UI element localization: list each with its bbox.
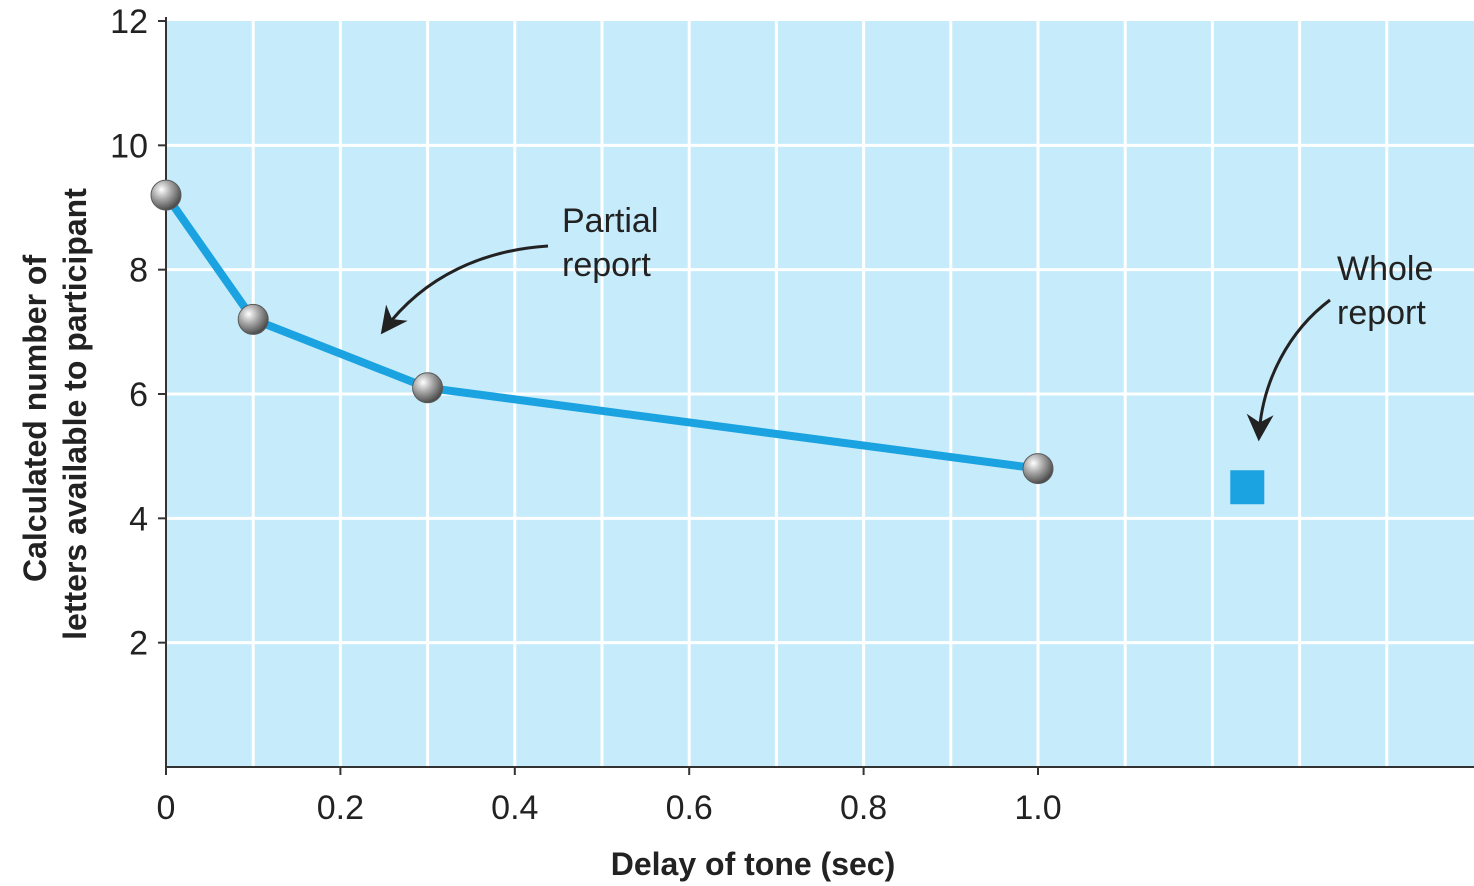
annotation-partial-arrow — [380, 244, 549, 335]
data-point-whole-report — [1230, 470, 1265, 505]
annotations: Partial report Whole report — [380, 202, 1443, 442]
series-layer — [150, 179, 1265, 505]
x-tick-label: 1.0 — [1014, 789, 1061, 827]
x-tick-label: 0 — [157, 789, 176, 827]
y-axis-title: Calculated number of letters available t… — [17, 188, 93, 640]
y-tick-label: 8 — [129, 252, 148, 290]
data-point-partial-report — [1022, 453, 1054, 485]
y-tick-label: 4 — [129, 500, 148, 538]
data-point-partial-report — [412, 372, 444, 404]
annotation-partial-line-2: report — [562, 246, 651, 284]
data-point-partial-report — [237, 303, 269, 335]
x-axis-ticks: 0 0.2 0.4 0.6 0.8 1.0 — [157, 767, 1062, 827]
y-tick-label: 6 — [129, 376, 148, 414]
grid — [166, 21, 1474, 767]
y-axis-title-line-1: Calculated number of — [17, 255, 53, 583]
annotation-whole-line-2: report — [1337, 294, 1426, 332]
annotation-partial-line-1: Partial — [562, 202, 658, 240]
x-axis-title: Delay of tone (sec) — [611, 846, 896, 882]
y-tick-label: 10 — [110, 127, 148, 165]
annotation-whole-arrow — [1246, 298, 1331, 442]
y-axis-ticks: 2 4 6 8 10 12 — [110, 3, 166, 663]
x-tick-label: 0.2 — [317, 789, 364, 827]
y-tick-label: 2 — [129, 625, 148, 663]
x-tick-label: 0.4 — [491, 789, 538, 827]
series-line-partial-report — [162, 191, 1042, 473]
annotation-whole-report: Whole report — [1337, 250, 1443, 332]
x-tick-label: 0.8 — [840, 789, 887, 827]
x-tick-label: 0.6 — [666, 789, 713, 827]
annotation-whole-line-1: Whole — [1337, 250, 1433, 288]
annotation-partial-report: Partial report — [562, 202, 668, 284]
y-axis-title-line-2: letters available to participant — [57, 188, 93, 640]
y-tick-label: 12 — [110, 3, 148, 41]
data-point-partial-report — [150, 179, 182, 211]
